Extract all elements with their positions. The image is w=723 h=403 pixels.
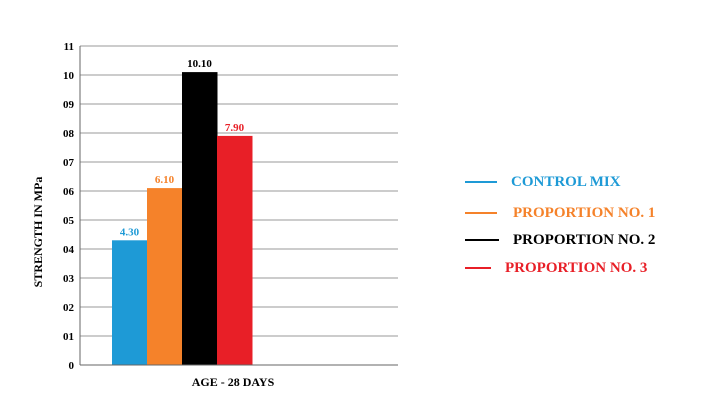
y-axis-label: STRENGTH IN MPa — [31, 177, 45, 288]
data-labels: 4.30 6.10 10.10 7.90 — [120, 58, 245, 238]
data-label: 6.10 — [155, 174, 175, 186]
legend-label: PROPORTION NO. 1 — [513, 204, 656, 221]
y-tick-label: 09 — [63, 99, 75, 111]
legend-item: PROPORTION NO. 2 — [465, 230, 655, 250]
x-axis-label: AGE - 28 DAYS — [192, 375, 275, 389]
y-tick-label: 05 — [63, 215, 75, 227]
y-tick-label: 06 — [63, 186, 75, 198]
bar-proportion-no-2 — [182, 72, 218, 365]
legend-swatch — [465, 212, 497, 214]
y-tick-label: 02 — [63, 302, 75, 314]
y-tick-labels: 0 01 02 03 04 05 06 07 08 09 10 11 — [63, 41, 75, 372]
bars — [112, 72, 253, 365]
y-tick-label: 01 — [63, 331, 74, 343]
y-tick-label: 0 — [69, 360, 75, 372]
legend-item: PROPORTION NO. 1 — [465, 203, 655, 223]
y-tick-label: 08 — [63, 128, 75, 140]
data-label: 10.10 — [187, 58, 212, 70]
data-label: 4.30 — [120, 226, 140, 238]
legend-label: PROPORTION NO. 2 — [513, 231, 656, 248]
legend-label: CONTROL MIX — [511, 173, 621, 190]
legend-swatch — [465, 181, 497, 183]
legend-swatch — [465, 239, 499, 241]
legend-item: CONTROL MIX — [465, 172, 621, 192]
legend-label: PROPORTION NO. 3 — [505, 259, 648, 276]
y-tick-label: 07 — [63, 157, 75, 169]
bar-control-mix — [112, 240, 148, 365]
y-tick-label: 04 — [63, 244, 75, 256]
legend-item: PROPORTION NO. 3 — [465, 258, 647, 278]
data-label: 7.90 — [225, 122, 245, 134]
bar-proportion-no-3 — [217, 135, 253, 365]
bar-proportion-no-1 — [147, 188, 183, 365]
legend-swatch — [465, 267, 491, 269]
y-tick-label: 11 — [64, 41, 74, 53]
y-tick-label: 03 — [63, 273, 75, 285]
y-tick-label: 10 — [63, 70, 75, 82]
